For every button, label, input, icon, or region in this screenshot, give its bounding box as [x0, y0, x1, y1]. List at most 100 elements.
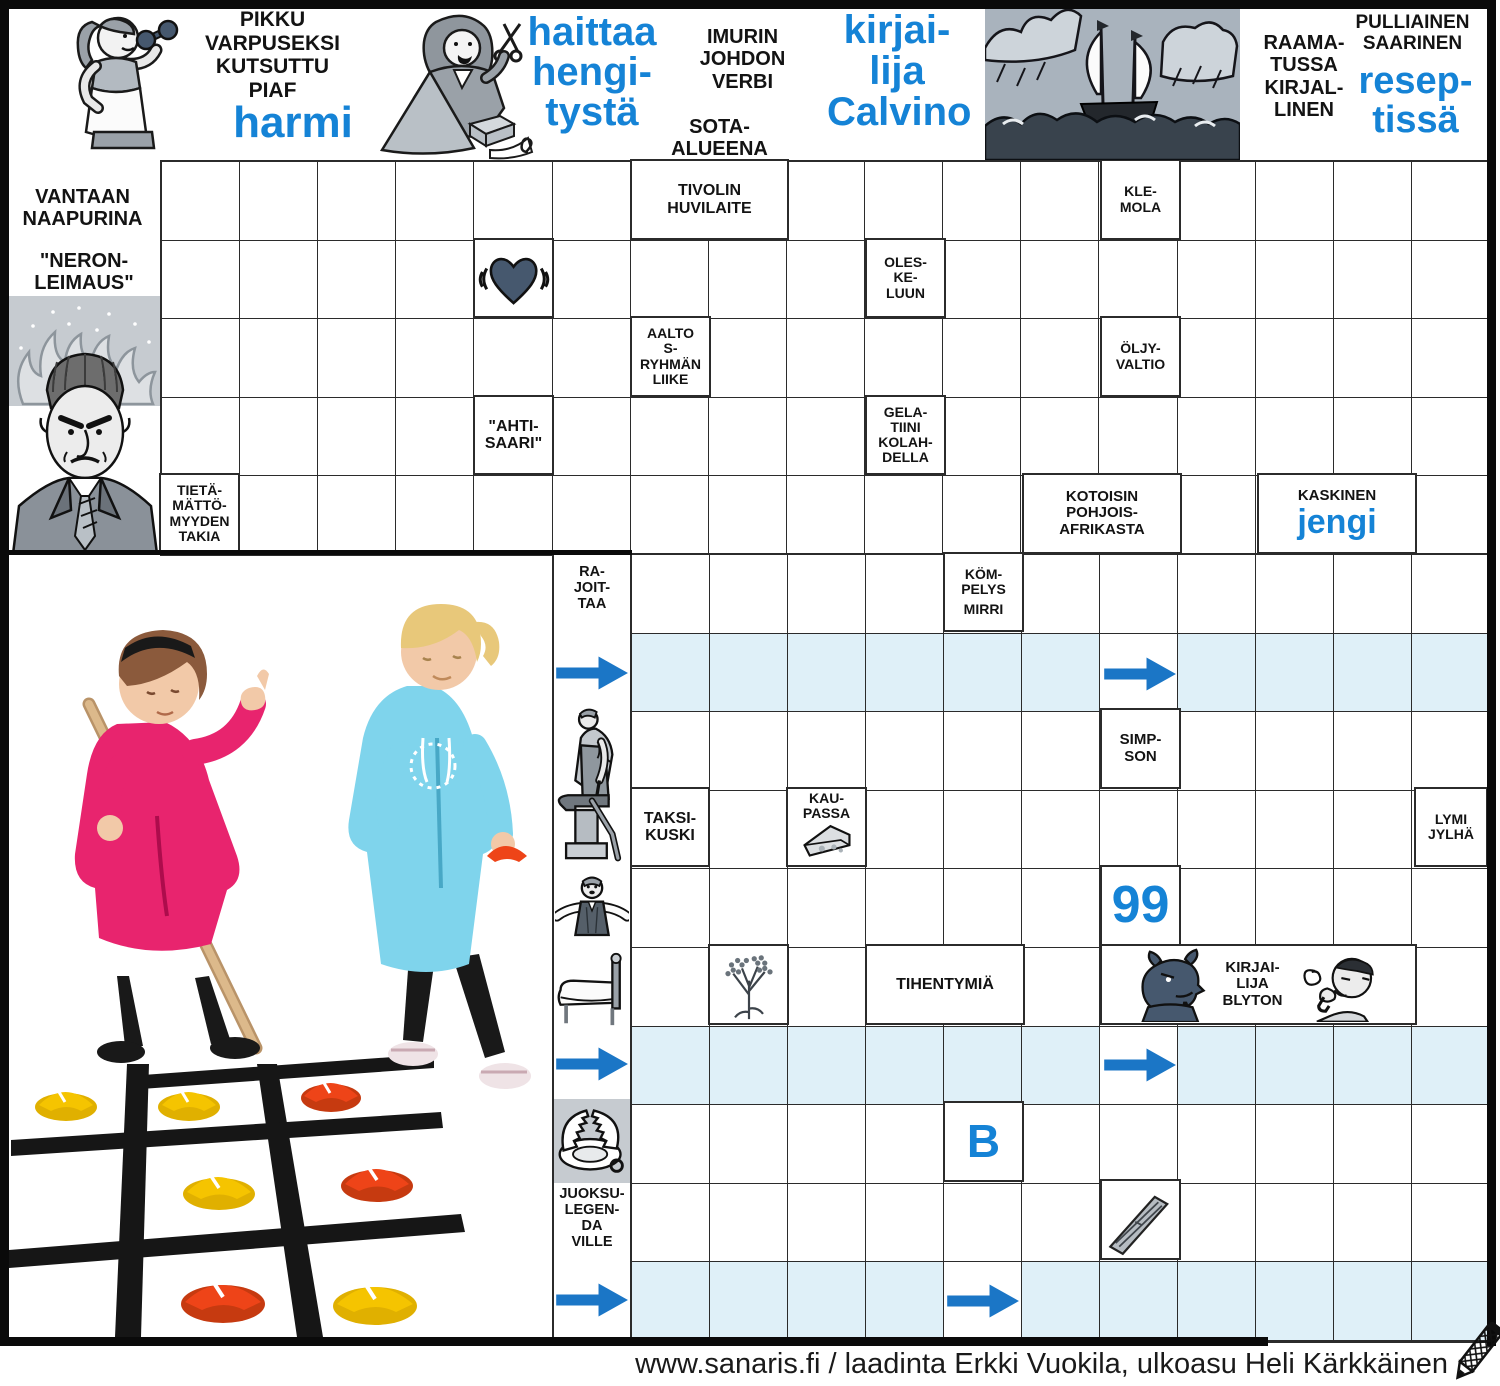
grid-cell[interactable]	[866, 1026, 944, 1106]
grid-cell[interactable]	[1256, 633, 1334, 713]
grid-cell[interactable]	[632, 1026, 710, 1106]
grid-cell[interactable]	[788, 1026, 866, 1106]
grid-cell[interactable]	[944, 1026, 1022, 1106]
grid-cell[interactable]	[788, 712, 866, 791]
grid-cell[interactable]	[1412, 633, 1490, 713]
grid-cell[interactable]	[788, 555, 866, 634]
grid-cell[interactable]	[474, 476, 553, 555]
grid-cell[interactable]	[1334, 1105, 1412, 1184]
grid-cell[interactable]	[1256, 1183, 1334, 1263]
grid-cell[interactable]	[710, 790, 788, 870]
grid-cell[interactable]	[630, 397, 709, 477]
grid-cell[interactable]	[1333, 240, 1412, 320]
grid-cell[interactable]	[396, 476, 475, 555]
grid-cell[interactable]	[1022, 1262, 1100, 1341]
grid-cell[interactable]	[1412, 869, 1490, 948]
grid-cell[interactable]	[1022, 633, 1100, 713]
grid-cell[interactable]	[162, 397, 241, 477]
grid-cell[interactable]	[1256, 869, 1334, 948]
grid-cell[interactable]	[708, 476, 787, 555]
grid-cell[interactable]	[1100, 1105, 1178, 1184]
grid-cell[interactable]	[1256, 1026, 1334, 1106]
grid-cell[interactable]	[866, 555, 944, 634]
grid-cell[interactable]	[1411, 240, 1490, 320]
grid-cell[interactable]	[1333, 319, 1412, 398]
grid-cell[interactable]	[1334, 790, 1412, 870]
grid-cell[interactable]	[866, 869, 944, 948]
grid-cell[interactable]	[710, 633, 788, 713]
grid-cell[interactable]	[552, 476, 631, 555]
grid-cell[interactable]	[1100, 1262, 1178, 1341]
grid-cell[interactable]	[1333, 397, 1412, 477]
grid-cell[interactable]	[318, 162, 397, 241]
grid-cell[interactable]	[1178, 1262, 1256, 1341]
grid-cell[interactable]	[788, 1262, 866, 1341]
grid-cell[interactable]	[1411, 476, 1490, 555]
grid-cell[interactable]	[552, 162, 631, 241]
grid-cell[interactable]	[632, 633, 710, 713]
grid-cell[interactable]	[632, 712, 710, 791]
grid-cell[interactable]	[786, 397, 866, 477]
grid-cell[interactable]	[1177, 397, 1256, 477]
grid-cell[interactable]	[1255, 319, 1334, 398]
grid-cell[interactable]	[630, 476, 709, 555]
grid-cell[interactable]	[396, 397, 475, 477]
grid-cell[interactable]	[944, 1183, 1022, 1263]
grid-cell[interactable]	[710, 1183, 788, 1263]
grid-cell[interactable]	[632, 1262, 710, 1341]
grid-cell[interactable]	[1334, 1262, 1412, 1341]
grid-cell[interactable]	[240, 476, 319, 555]
grid-cell[interactable]	[632, 1105, 710, 1184]
grid-cell[interactable]	[788, 869, 866, 948]
grid-cell[interactable]	[786, 319, 866, 398]
grid-cell[interactable]	[1412, 947, 1490, 1027]
grid-cell[interactable]	[1022, 1105, 1100, 1184]
grid-cell[interactable]	[788, 1105, 866, 1184]
grid-cell[interactable]	[632, 947, 710, 1027]
grid-cell[interactable]	[1412, 1105, 1490, 1184]
grid-cell[interactable]	[1412, 1026, 1490, 1106]
grid-cell[interactable]	[1178, 1026, 1256, 1106]
grid-cell[interactable]	[1334, 869, 1412, 948]
grid-cell[interactable]	[632, 1183, 710, 1263]
grid-cell[interactable]	[1256, 712, 1334, 791]
grid-cell[interactable]	[1334, 1026, 1412, 1106]
grid-cell[interactable]	[1021, 240, 1100, 320]
grid-cell[interactable]	[1255, 240, 1334, 320]
grid-cell[interactable]	[396, 162, 475, 241]
grid-cell[interactable]	[866, 790, 944, 870]
grid-cell[interactable]	[240, 319, 319, 398]
grid-cell[interactable]	[1100, 790, 1178, 870]
grid-cell[interactable]	[396, 319, 475, 398]
grid-cell[interactable]	[1022, 869, 1100, 948]
grid-cell[interactable]	[1255, 397, 1334, 477]
grid-cell[interactable]	[943, 476, 1022, 555]
grid-cell[interactable]	[1256, 790, 1334, 870]
grid-cell[interactable]	[1099, 240, 1178, 320]
grid-cell[interactable]	[474, 319, 553, 398]
grid-cell[interactable]	[788, 947, 866, 1027]
grid-cell[interactable]	[1256, 555, 1334, 634]
grid-cell[interactable]	[786, 162, 866, 241]
grid-cell[interactable]	[1021, 162, 1100, 241]
grid-cell[interactable]	[1021, 397, 1100, 477]
grid-cell[interactable]	[474, 162, 553, 241]
grid-cell[interactable]	[1178, 790, 1256, 870]
grid-cell[interactable]	[944, 869, 1022, 948]
grid-cell[interactable]	[162, 162, 241, 241]
grid-cell[interactable]	[1412, 1262, 1490, 1341]
grid-cell[interactable]	[318, 476, 397, 555]
grid-cell[interactable]	[710, 869, 788, 948]
grid-cell[interactable]	[710, 1262, 788, 1341]
grid-cell[interactable]	[708, 319, 787, 398]
grid-cell[interactable]	[710, 712, 788, 791]
grid-cell[interactable]	[710, 1105, 788, 1184]
grid-cell[interactable]	[1412, 1183, 1490, 1263]
grid-cell[interactable]	[318, 319, 397, 398]
grid-cell[interactable]	[788, 633, 866, 713]
grid-cell[interactable]	[552, 240, 631, 320]
grid-cell[interactable]	[1100, 555, 1178, 634]
grid-cell[interactable]	[943, 397, 1022, 477]
grid-cell[interactable]	[944, 790, 1022, 870]
grid-cell[interactable]	[1178, 1105, 1256, 1184]
